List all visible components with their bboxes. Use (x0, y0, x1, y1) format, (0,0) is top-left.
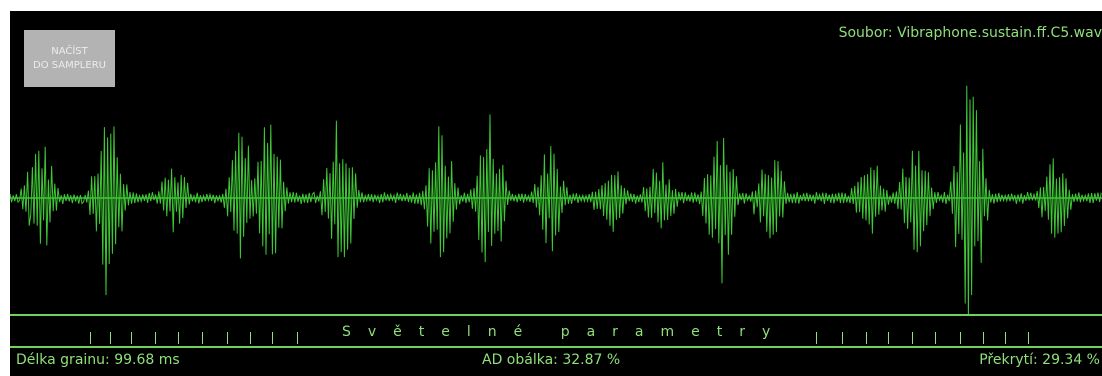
parameter-tick (816, 332, 817, 344)
waveform-trace (10, 85, 1102, 316)
parameters-bar-bottom-line (10, 346, 1102, 348)
parameter-tick (983, 332, 984, 344)
grain-length-readout: Délka grainu: 99.68 ms (16, 352, 180, 368)
parameter-tick (888, 332, 889, 344)
load-button-line2: DO SAMPLERU (33, 59, 106, 71)
parameter-tick (155, 332, 156, 344)
sampler-panel: NAČÍST DO SAMPLERU Soubor: Vibraphone.su… (10, 11, 1102, 376)
parameter-tick (1028, 332, 1029, 344)
ad-envelope-readout: AD obálka: 32.87 % (482, 352, 621, 368)
parameter-tick (912, 332, 913, 344)
parameter-tick (866, 332, 867, 344)
parameter-tick (842, 332, 843, 344)
parameter-tick (960, 332, 961, 344)
parameters-bar: Světelné parametry (10, 321, 1102, 349)
overlap-readout: Překrytí: 29.34 % (979, 352, 1100, 368)
parameter-tick (178, 332, 179, 344)
load-to-sampler-button[interactable]: NAČÍST DO SAMPLERU (24, 30, 115, 87)
parameters-bar-title: Světelné parametry (342, 324, 788, 340)
file-name-label: Soubor: Vibraphone.sustain.ff.C5.wav (838, 25, 1102, 41)
parameter-tick (1005, 332, 1006, 344)
load-button-line1: NAČÍST (51, 45, 88, 57)
parameter-tick (272, 332, 273, 344)
parameter-tick (131, 332, 132, 344)
parameter-tick (227, 332, 228, 344)
parameters-bar-top-line (10, 314, 1102, 316)
parameter-tick (90, 332, 91, 344)
parameter-tick (935, 332, 936, 344)
parameter-tick (110, 332, 111, 344)
parameter-tick (297, 332, 298, 344)
parameter-tick (202, 332, 203, 344)
waveform-display (10, 85, 1102, 316)
parameter-tick (250, 332, 251, 344)
